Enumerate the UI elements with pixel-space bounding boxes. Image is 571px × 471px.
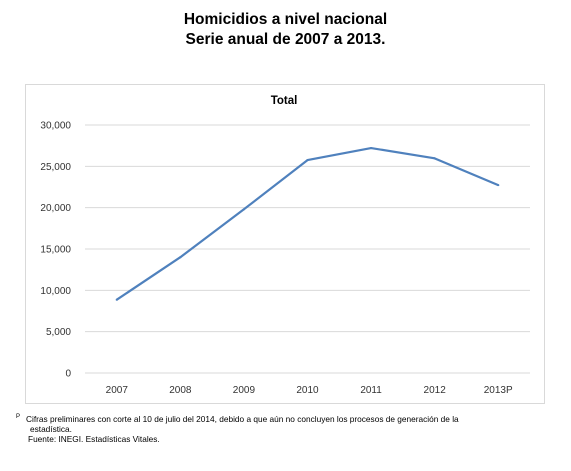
data-point [497, 183, 500, 187]
data-point [115, 298, 118, 301]
source-note: Fuente: INEGI. Estadísticas Vitales. [28, 433, 160, 444]
x-tick-label: 2008 [169, 385, 192, 396]
x-tick-label: 2010 [296, 385, 319, 396]
chart-frame [25, 84, 545, 404]
chart-area: Total 0 5,000 10,000 15,000 20,000 25,000 30,0… [25, 84, 545, 404]
y-tick-label: 25,000 [40, 162, 71, 173]
y-tick-label: 5,000 [46, 327, 71, 338]
footnotes: P Cifras preliminares con corte al 10 de … [16, 412, 556, 444]
preliminary-marker: P [16, 414, 21, 420]
data-point [433, 157, 436, 160]
x-tick-label: 2009 [233, 385, 256, 396]
page-title: Homicidios a nivel nacional Serie anual … [0, 10, 571, 50]
data-point [369, 146, 373, 150]
x-tick-label: 2012 [424, 385, 447, 396]
data-point [306, 158, 309, 162]
preliminary-note: P Cifras preliminares con corte al 10 de … [16, 412, 556, 424]
y-tick-label: 20,000 [40, 203, 71, 214]
x-tick-label: 2013P [484, 385, 513, 396]
x-tick-label: 2007 [106, 385, 129, 396]
y-tick-label: 0 [65, 369, 71, 380]
y-tick-label: 10,000 [40, 286, 71, 297]
line-chart: Total 0 5,000 10,000 15,000 20,000 25,000 30,0… [25, 84, 545, 404]
chart-title: Total [271, 95, 298, 107]
preliminary-note-continued: estadística. [30, 423, 72, 434]
x-tick-label: 2011 [360, 385, 382, 396]
series-layer [115, 146, 500, 301]
data-point [242, 208, 246, 211]
y-axis: 0 5,000 10,000 15,000 20,000 25,000 30,000 [40, 121, 71, 380]
title-line-2: Serie anual de 2007 a 2013. [185, 31, 386, 48]
y-tick-label: 30,000 [40, 121, 71, 132]
preliminary-note-text: Cifras preliminares con corte al 10 de j… [26, 413, 459, 424]
y-tick-label: 15,000 [40, 245, 71, 256]
data-point [179, 256, 182, 259]
gridlines [85, 124, 530, 374]
x-axis: 2007 2008 2009 2010 2011 2012 2013P [106, 385, 513, 396]
title-line-1: Homicidios a nivel nacional [183, 11, 388, 28]
